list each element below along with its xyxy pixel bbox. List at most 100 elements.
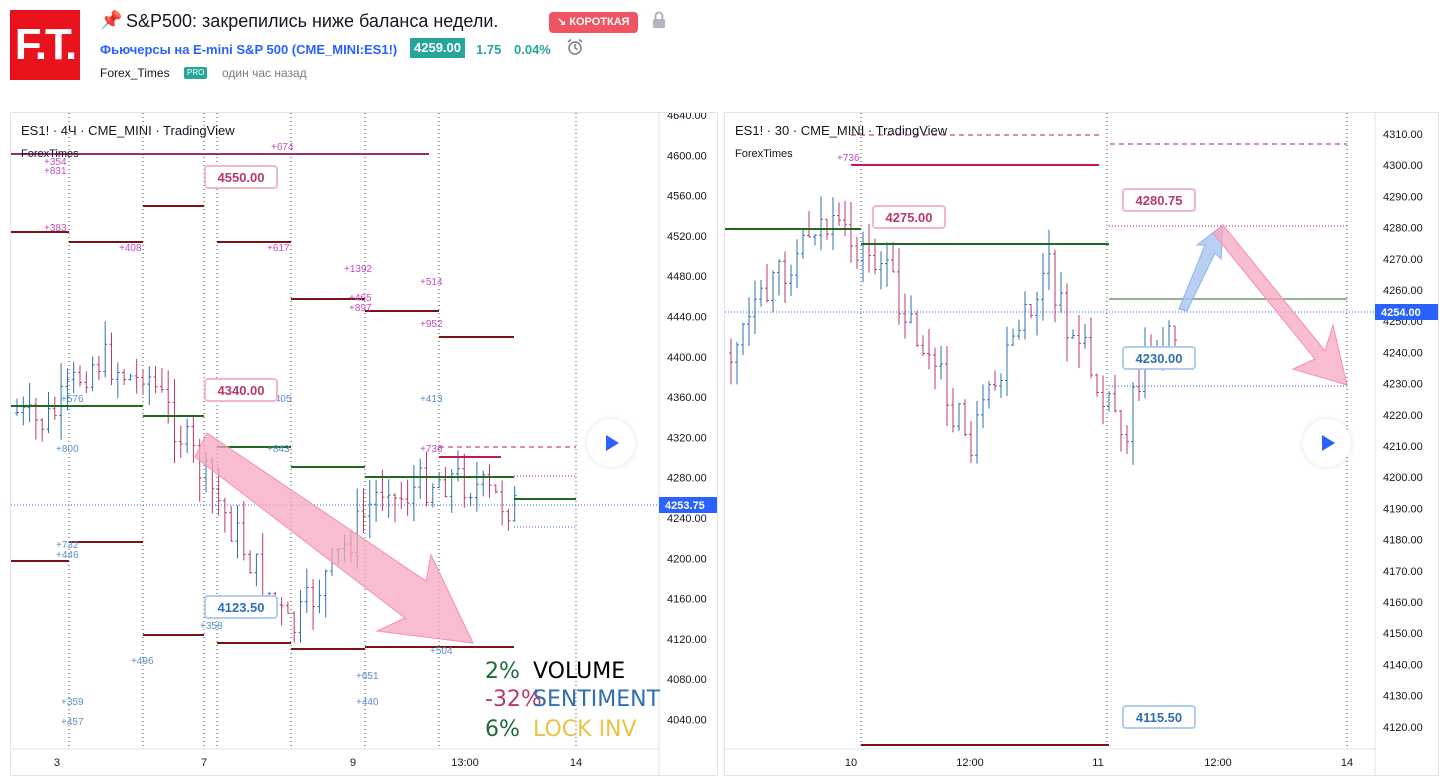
level-label: +359 bbox=[61, 697, 84, 708]
time-tick: 11 bbox=[1092, 757, 1103, 769]
play-icon bbox=[606, 435, 619, 451]
price-change: 1.75 bbox=[476, 42, 502, 57]
chart-right-canvas: +736 4275.00 4280.75 4230.00 4115.50 4310.0… bbox=[725, 113, 1438, 775]
level-label: +358 bbox=[200, 621, 223, 632]
callout-4123-label: 4123.50 bbox=[218, 600, 265, 615]
price-tick: 4190.00 bbox=[1383, 503, 1423, 515]
lock-icon bbox=[653, 11, 665, 28]
callout-4115-box bbox=[1122, 705, 1196, 729]
last-price-label: 4254.00 bbox=[1381, 307, 1421, 319]
price-tick: 4160.00 bbox=[667, 594, 707, 606]
short-arrow bbox=[1212, 224, 1348, 386]
level-label: +405 bbox=[269, 394, 292, 405]
callout-4123-box bbox=[204, 595, 278, 619]
price-tick: 4240.00 bbox=[667, 513, 707, 525]
idea-header: F.T. 📌 S&P500: закрепились ниже баланса … bbox=[0, 0, 1446, 100]
stat-lock-label: LOCK INV bbox=[533, 717, 637, 742]
level-label: +736 bbox=[837, 153, 860, 164]
price-tick: 4210.00 bbox=[1383, 441, 1423, 453]
price-tick: 4120.00 bbox=[1383, 722, 1423, 734]
level-label: +408 bbox=[119, 243, 142, 254]
price-tick: 4170.00 bbox=[1383, 566, 1423, 578]
callout-4275-label: 4275.00 bbox=[886, 210, 933, 225]
level-label: +446 bbox=[56, 550, 79, 561]
price-tick: 4240.00 bbox=[1383, 347, 1423, 359]
author-logo[interactable]: F.T. bbox=[10, 10, 80, 80]
last-price-tag bbox=[659, 497, 717, 513]
price-tick: 4520.00 bbox=[667, 231, 707, 243]
play-button[interactable] bbox=[587, 419, 635, 467]
level-label: +674 bbox=[271, 142, 294, 153]
chart-right[interactable]: +736 4275.00 4280.75 4230.00 4115.50 4310.0… bbox=[724, 112, 1439, 776]
stat-volume-value: 2% bbox=[485, 659, 520, 684]
last-price-tag bbox=[1375, 304, 1438, 320]
price-tick: 4200.00 bbox=[667, 553, 707, 565]
level-label: +732 bbox=[56, 540, 79, 551]
chart-left-canvas: +674 +354+831 +383 +408 +617 +1392 +465+897 +51… bbox=[11, 113, 717, 775]
level-label: +576 bbox=[61, 394, 84, 405]
price-tick: 4270.00 bbox=[1383, 254, 1423, 266]
level-label: +1392 bbox=[344, 264, 373, 275]
time-tick: 14 bbox=[1341, 757, 1353, 769]
chart-left-subtitle: ForexTimes bbox=[21, 148, 79, 160]
price-tick: 4640.00 bbox=[667, 113, 707, 122]
callout-4230-box bbox=[1122, 346, 1196, 370]
price-tick: 4260.00 bbox=[1383, 285, 1423, 297]
price-tick: 4300.00 bbox=[1383, 160, 1423, 172]
price-tick: 4600.00 bbox=[667, 150, 707, 162]
price-tick: 4140.00 bbox=[1383, 659, 1423, 671]
pro-badge: PRO bbox=[184, 67, 208, 79]
price-tick: 4080.00 bbox=[667, 674, 707, 686]
idea-title: S&P500: закрепились ниже баланса недели. bbox=[126, 11, 499, 31]
callout-4115-label: 4115.50 bbox=[1136, 710, 1182, 725]
level-label: +383 bbox=[44, 223, 67, 234]
price-tick: 4120.00 bbox=[667, 634, 707, 646]
play-button[interactable] bbox=[1303, 419, 1351, 467]
chart-left[interactable]: +674 +354 +831 +383 +408 +617 +1392 +465 +897 +51… bbox=[10, 112, 718, 776]
level-label: +800 bbox=[56, 444, 79, 455]
author-name[interactable]: Forex_Times bbox=[100, 66, 170, 80]
price-tick: 4150.00 bbox=[1383, 628, 1423, 640]
callout-4230-label: 4230.00 bbox=[1136, 351, 1183, 366]
time-tick: 12:00 bbox=[956, 757, 984, 769]
level-label: +843 bbox=[267, 444, 290, 455]
price-tick: 4230.00 bbox=[1383, 379, 1423, 391]
alarm-icon[interactable] bbox=[566, 38, 584, 56]
price-tick: 4280.00 bbox=[667, 473, 707, 485]
level-label: +831 bbox=[44, 166, 67, 177]
callout-4340-label: 4340.00 bbox=[218, 383, 265, 398]
stat-volume-label: VOLUME bbox=[533, 659, 626, 684]
chart-right-subtitle: ForexTimes bbox=[735, 148, 793, 160]
price-axis bbox=[1375, 113, 1438, 775]
callout-4340-box bbox=[204, 378, 278, 402]
chart-right-title: ES1! · 30 · CME_MINI · TradingView bbox=[735, 123, 948, 138]
level-label: +514 bbox=[420, 277, 443, 288]
callout-4275-box bbox=[872, 205, 946, 229]
stat-sentiment-label: SENTIMENT bbox=[533, 687, 661, 712]
level-label: +413 bbox=[420, 394, 443, 405]
price-tick: 4040.00 bbox=[667, 715, 707, 727]
level-label: +354 bbox=[44, 157, 67, 168]
time-tick: 3 bbox=[54, 757, 60, 769]
last-price-label: 4253.75 bbox=[665, 500, 705, 512]
price-badge: 4259.00 bbox=[410, 38, 465, 58]
short-arrow bbox=[194, 432, 474, 644]
level-label: +736 bbox=[420, 444, 443, 455]
time-tick: 14 bbox=[570, 757, 582, 769]
price-tick: 4480.00 bbox=[667, 271, 707, 283]
price-tick: 4290.00 bbox=[1383, 191, 1423, 203]
price-tick: 4160.00 bbox=[1383, 597, 1423, 609]
stat-sentiment-value: -32% bbox=[485, 687, 542, 712]
level-label: +897 bbox=[349, 303, 372, 314]
publish-time: один час назад bbox=[222, 66, 307, 80]
symbol-link[interactable]: Фьючерсы на E-mini S&P 500 (CME_MINI:ES1… bbox=[100, 42, 398, 57]
time-tick: 7 bbox=[201, 757, 207, 769]
callout-4280-box bbox=[1122, 188, 1196, 212]
price-tick: 4360.00 bbox=[667, 392, 707, 404]
level-label: +465 bbox=[349, 293, 372, 304]
price-tick: 4440.00 bbox=[667, 312, 707, 324]
price-tick: 4400.00 bbox=[667, 352, 707, 364]
callout-4550-label: 4550.00 bbox=[218, 170, 265, 185]
stat-lock-value: 6% bbox=[485, 717, 520, 742]
price-tick: 4560.00 bbox=[667, 191, 707, 203]
